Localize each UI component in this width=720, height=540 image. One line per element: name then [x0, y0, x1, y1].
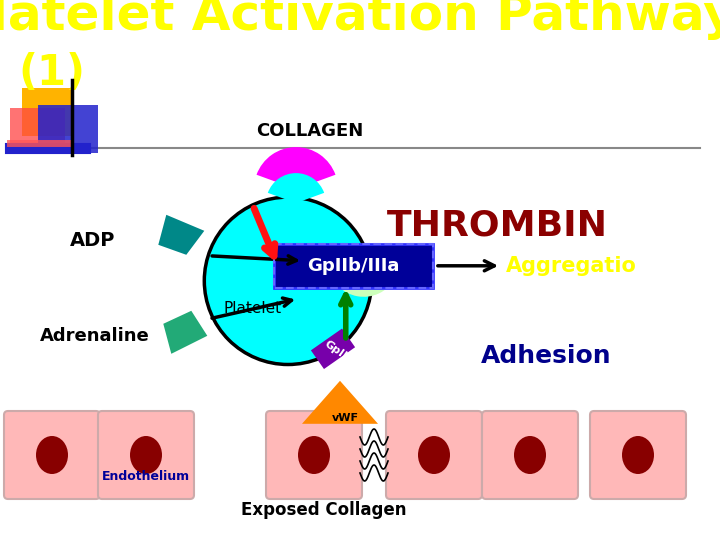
Text: (1): (1)	[18, 52, 85, 94]
Ellipse shape	[514, 436, 546, 474]
FancyBboxPatch shape	[266, 411, 362, 499]
Text: ADP: ADP	[70, 231, 115, 251]
FancyBboxPatch shape	[386, 411, 482, 499]
Text: Adrenaline: Adrenaline	[40, 327, 150, 345]
Polygon shape	[302, 381, 378, 424]
Text: COLLAGEN: COLLAGEN	[256, 122, 364, 140]
FancyBboxPatch shape	[22, 88, 74, 136]
Polygon shape	[311, 328, 355, 369]
Text: THROMBIN: THROMBIN	[387, 209, 608, 243]
Wedge shape	[256, 147, 336, 189]
Text: GpIIb/IIIa: GpIIb/IIIa	[307, 257, 400, 275]
FancyBboxPatch shape	[590, 411, 686, 499]
Polygon shape	[163, 311, 207, 354]
Text: GpIb: GpIb	[323, 339, 351, 363]
Ellipse shape	[130, 436, 162, 474]
Text: Exposed Collagen: Exposed Collagen	[241, 501, 407, 519]
Ellipse shape	[418, 436, 450, 474]
Text: Endothelium: Endothelium	[102, 470, 190, 483]
FancyBboxPatch shape	[10, 108, 65, 153]
Ellipse shape	[622, 436, 654, 474]
FancyBboxPatch shape	[4, 411, 100, 499]
Circle shape	[204, 197, 372, 364]
Ellipse shape	[36, 436, 68, 474]
Text: Adhesion: Adhesion	[481, 344, 611, 368]
Ellipse shape	[298, 436, 330, 474]
FancyBboxPatch shape	[274, 244, 433, 288]
Text: Aggregatio: Aggregatio	[506, 256, 637, 276]
Text: vWF: vWF	[331, 413, 359, 423]
Wedge shape	[268, 173, 324, 203]
Polygon shape	[158, 215, 204, 255]
FancyBboxPatch shape	[38, 105, 98, 153]
Text: Platelet: Platelet	[224, 301, 282, 316]
Text: Platelet Activation Pathways: Platelet Activation Pathways	[0, 0, 720, 40]
FancyBboxPatch shape	[98, 411, 194, 499]
FancyBboxPatch shape	[482, 411, 578, 499]
Wedge shape	[328, 261, 395, 297]
